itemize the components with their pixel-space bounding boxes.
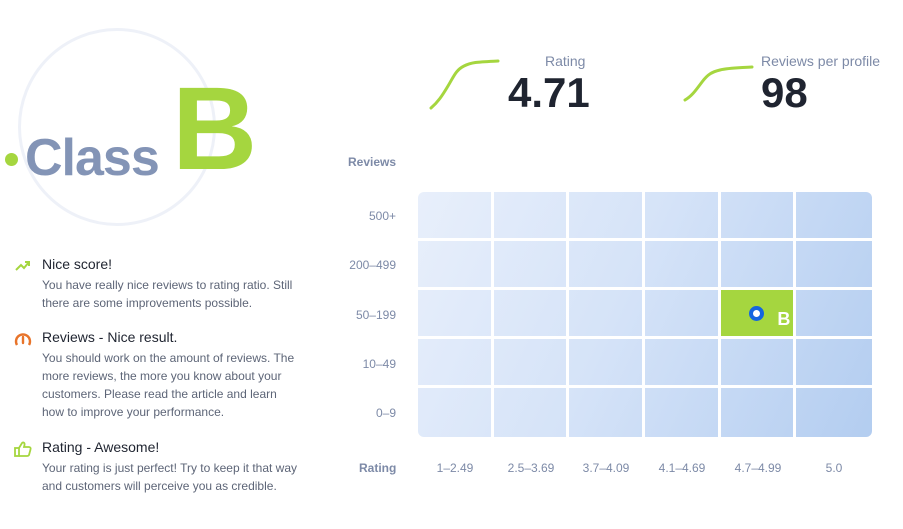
row-label-0-9: 0–9 <box>375 406 396 420</box>
class-badge-word: Class <box>25 129 160 187</box>
feedback-item: Nice score! You have really nice reviews… <box>14 256 304 316</box>
matrix-cell <box>418 388 494 437</box>
matrix-cell <box>796 290 872 339</box>
matrix-cell <box>569 241 645 290</box>
col-label-5.0: 5.0 <box>825 461 843 475</box>
col-label-4.1-4.69: 4.1–4.69 <box>658 461 706 475</box>
matrix-cell <box>493 290 570 339</box>
matrix-x-title: Rating <box>359 461 397 475</box>
feedback-item: Rating - Awesome! Your rating is just pe… <box>14 439 304 515</box>
matrix-cell <box>418 192 494 241</box>
matrix-cell <box>720 241 797 290</box>
matrix-cell <box>796 192 872 241</box>
matrix-cell <box>796 241 872 290</box>
col-label-4.7-4.99: 4.7–4.99 <box>734 461 782 475</box>
feedback-text: You have really nice reviews to rating r… <box>42 278 293 310</box>
reviews-sparkline-icon <box>683 65 754 102</box>
matrix-cell <box>796 339 872 388</box>
matrix-cell <box>418 339 494 388</box>
feedback-title: Reviews - Nice result. <box>42 329 178 345</box>
feedback-text: You should work on the amount of reviews… <box>42 351 295 419</box>
class-badge-dot <box>5 153 18 166</box>
col-label-2.5-3.69: 2.5–3.69 <box>507 461 555 475</box>
trend-up-icon <box>15 261 30 271</box>
thumbs-up-icon <box>14 441 32 457</box>
rating-sparkline-icon <box>429 59 500 110</box>
matrix-cell <box>418 241 494 290</box>
matrix-cell <box>645 241 721 290</box>
matrix-cell <box>569 192 645 241</box>
matrix-cell <box>493 241 570 290</box>
matrix-cell <box>569 339 645 388</box>
matrix-cell <box>418 290 494 339</box>
rating-label: Rating <box>545 53 586 69</box>
reviews-per-profile-value: 98 <box>761 69 808 116</box>
matrix-cell <box>645 388 721 437</box>
matrix-cell-active: B <box>720 290 797 339</box>
matrix-cell <box>569 388 645 437</box>
row-label-50-199: 50–199 <box>355 308 396 322</box>
row-label-10-49: 10–49 <box>362 357 396 371</box>
gauge-icon <box>14 333 32 346</box>
matrix-cell <box>645 290 721 339</box>
feedback-title: Rating - Awesome! <box>42 439 160 455</box>
matrix-cell <box>645 192 721 241</box>
row-label-200-499: 200–499 <box>349 258 396 272</box>
matrix-cell <box>493 339 570 388</box>
reviews-per-profile-stat: Reviews per profile 98 <box>682 52 892 116</box>
class-badge-letter: B <box>172 63 258 195</box>
rating-reviews-matrix: B <box>418 192 872 437</box>
feedback-item: Reviews - Nice result. You should work o… <box>14 329 304 425</box>
class-badge-ring <box>18 28 216 226</box>
matrix-cell <box>645 339 721 388</box>
matrix-cell <box>494 388 570 437</box>
matrix-cell <box>721 388 797 437</box>
rating-value: 4.71 <box>508 69 590 116</box>
matrix-cell <box>569 290 645 339</box>
col-label-1-2.49: 1–2.49 <box>436 461 474 475</box>
matrix-cell <box>493 192 570 241</box>
rating-stat: Rating 4.71 <box>428 52 608 116</box>
position-marker <box>749 305 765 321</box>
matrix-cell <box>720 339 797 388</box>
feedback-title: Nice score! <box>42 256 113 272</box>
col-label-3.7-4.09: 3.7–4.09 <box>582 461 630 475</box>
reviews-per-profile-label: Reviews per profile <box>761 53 881 69</box>
feedback-text: Your rating is just perfect! Try to keep… <box>42 461 298 493</box>
matrix-cell <box>720 192 797 241</box>
active-cell-class-label: B <box>777 308 791 329</box>
matrix-y-title: Reviews <box>348 155 397 169</box>
matrix-cell <box>796 388 872 437</box>
row-label-500-plus: 500+ <box>368 209 396 223</box>
